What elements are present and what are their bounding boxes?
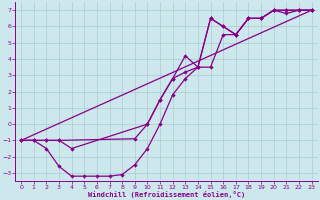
X-axis label: Windchill (Refroidissement éolien,°C): Windchill (Refroidissement éolien,°C) (88, 191, 245, 198)
